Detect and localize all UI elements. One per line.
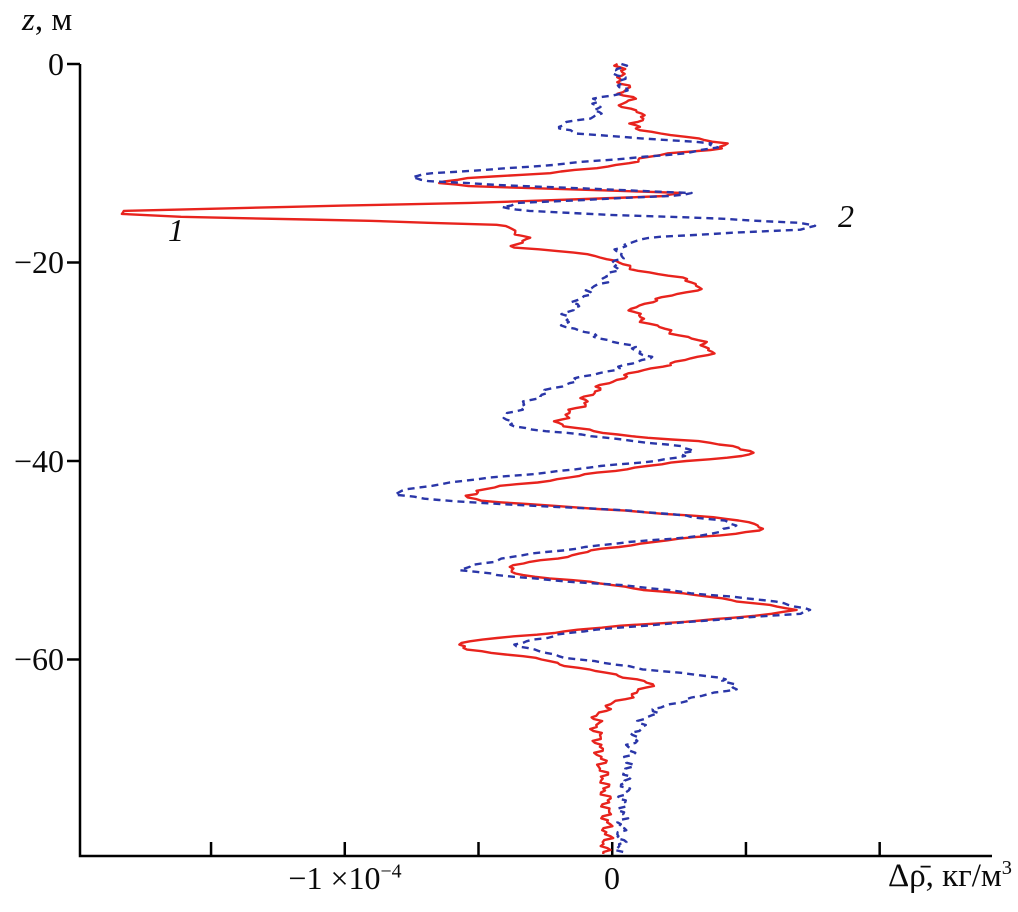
series-1-annotation: 1 bbox=[168, 212, 184, 248]
y-tick-label-60: −60 bbox=[13, 641, 64, 677]
x-tick-neg-exponent: −4 bbox=[380, 860, 402, 883]
z-axis-symbol: z bbox=[22, 2, 35, 38]
x-tick-neg-base: −1 ×10 bbox=[288, 860, 381, 896]
x-axis-title-base: Δρ̄, кг/м bbox=[887, 858, 1002, 894]
series-2-annotation: 2 bbox=[838, 198, 854, 234]
x-axis-title: Δρ̄, кг/м3 bbox=[888, 858, 1012, 895]
x-axis-title-exponent: 3 bbox=[1001, 857, 1012, 879]
x-tick-label-neg1e-4: −1 ×10−4 bbox=[253, 860, 437, 897]
axes-frame bbox=[78, 64, 992, 858]
z-axis-title: z, м bbox=[22, 2, 72, 39]
y-tick-label-20: −20 bbox=[13, 244, 64, 280]
z-axis-unit: , м bbox=[34, 2, 73, 38]
x-tick-label-zero: 0 bbox=[604, 860, 620, 896]
y-tick-label-0: 0 bbox=[48, 46, 64, 82]
series-1-line bbox=[120, 62, 798, 855]
y-tick-label-40: −40 bbox=[13, 443, 64, 479]
series-2-line bbox=[393, 62, 817, 855]
